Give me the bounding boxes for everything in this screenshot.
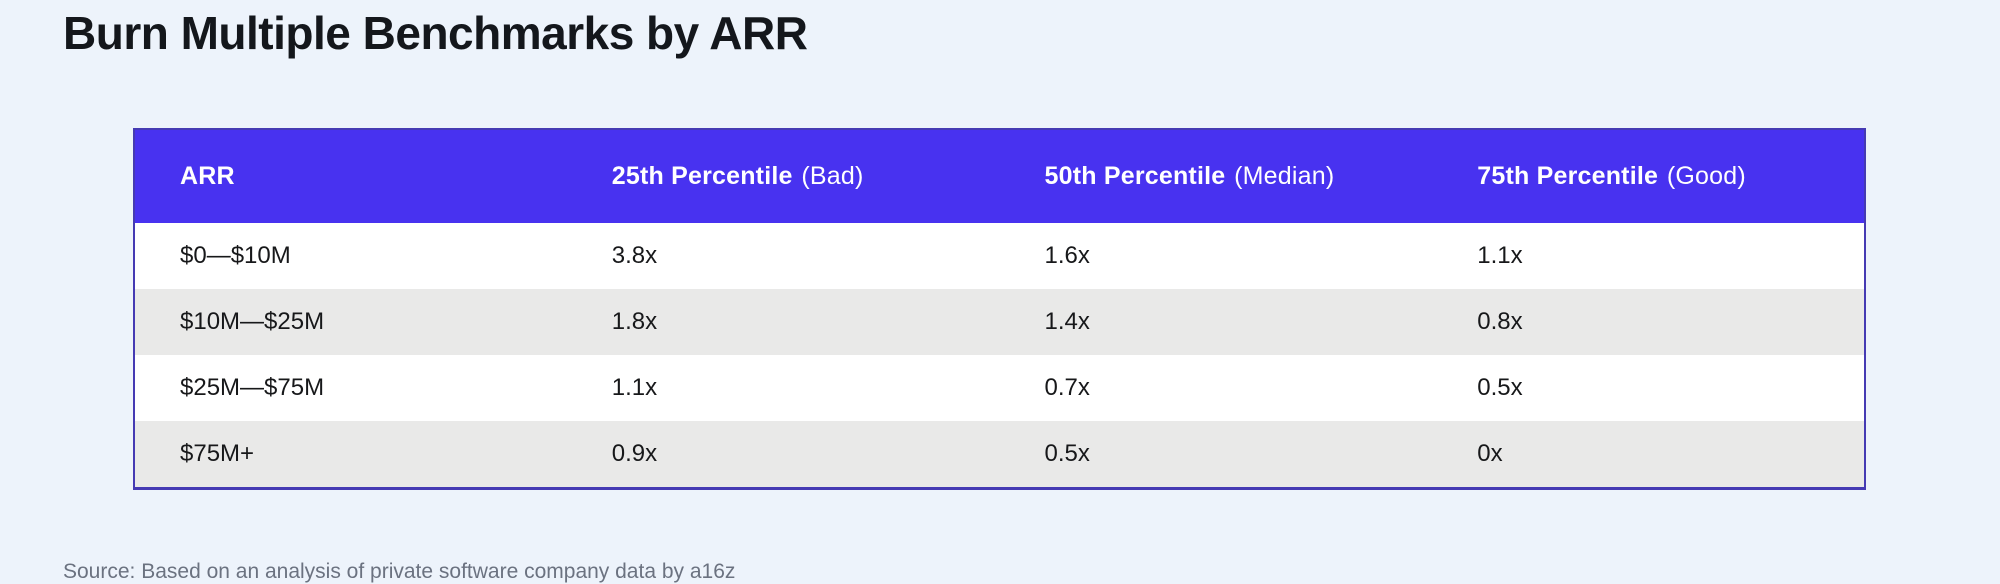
header-cell-p25: 25th Percentile (Bad) — [566, 129, 1000, 223]
p50-cell: 0.5x — [999, 421, 1433, 489]
p75-cell: 0.5x — [1432, 355, 1865, 421]
p75-cell: 0x — [1432, 421, 1865, 489]
header-cell-arr: ARR — [134, 129, 567, 223]
p25-cell: 3.8x — [566, 223, 1000, 289]
p75-cell: 1.1x — [1432, 223, 1865, 289]
header-sublabel: (Median) — [1234, 162, 1335, 190]
p25-cell: 1.8x — [566, 289, 1000, 355]
header-cell-p75: 75th Percentile (Good) — [1432, 129, 1865, 223]
p25-cell: 0.9x — [566, 421, 1000, 489]
page-title: Burn Multiple Benchmarks by ARR — [63, 7, 808, 59]
header-label: 25th Percentile — [611, 162, 793, 190]
p50-cell: 1.4x — [999, 289, 1433, 355]
table-row: $75M+ 0.9x 0.5x 0x — [134, 421, 1865, 489]
source-note: Source: Based on an analysis of private … — [63, 560, 736, 583]
arr-cell: $25M—$75M — [134, 355, 567, 421]
p25-cell: 1.1x — [566, 355, 1000, 421]
table-header-row: ARR 25th Percentile (Bad) 50th Percentile… — [134, 129, 1865, 223]
benchmarks-table: ARR 25th Percentile (Bad) 50th Percentile… — [133, 128, 1866, 490]
table-row: $10M—$25M 1.8x 1.4x 0.8x — [134, 289, 1865, 355]
p50-cell: 1.6x — [999, 223, 1433, 289]
header-label: ARR — [180, 162, 235, 190]
table-row: $0—$10M 3.8x 1.6x 1.1x — [134, 223, 1865, 289]
header-sublabel: (Bad) — [801, 162, 864, 190]
p75-cell: 0.8x — [1432, 289, 1865, 355]
arr-cell: $10M—$25M — [134, 289, 567, 355]
header-sublabel: (Good) — [1666, 162, 1746, 190]
header-cell-p50: 50th Percentile (Median) — [999, 129, 1433, 223]
header-label: 50th Percentile — [1044, 162, 1226, 190]
p50-cell: 0.7x — [999, 355, 1433, 421]
arr-cell: $75M+ — [134, 421, 567, 489]
header-label: 75th Percentile — [1477, 162, 1659, 190]
arr-cell: $0—$10M — [134, 223, 567, 289]
table-row: $25M—$75M 1.1x 0.7x 0.5x — [134, 355, 1865, 421]
